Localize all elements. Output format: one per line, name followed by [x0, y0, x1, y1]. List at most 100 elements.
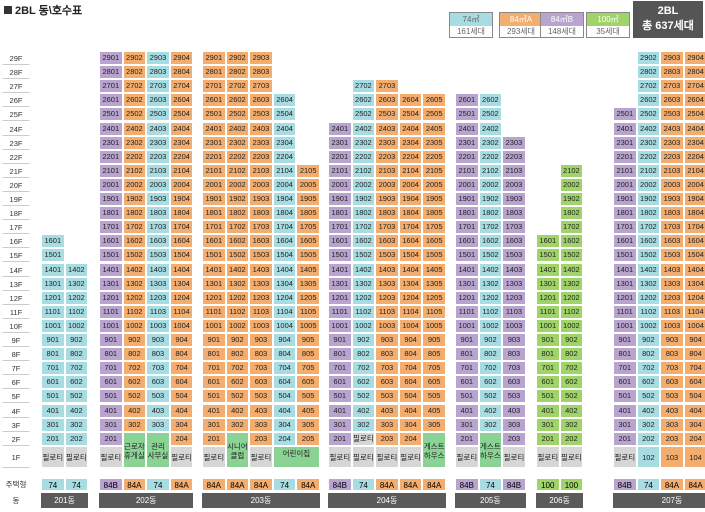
unit-cell[interactable]: 1003	[249, 318, 273, 333]
unit-cell[interactable]: 1401	[99, 262, 123, 277]
unit-cell[interactable]: 2704	[683, 79, 705, 94]
unit-cell[interactable]: 2503	[249, 107, 273, 122]
unit-cell[interactable]: 402	[64, 403, 89, 418]
unit-cell[interactable]: 2205	[422, 149, 446, 164]
unit-cell[interactable]: 1703	[502, 220, 526, 235]
unit-cell[interactable]: 2504	[398, 107, 423, 122]
unit-cell[interactable]: 2203	[660, 149, 684, 164]
unit-cell[interactable]: 2401	[99, 121, 123, 136]
unit-cell[interactable]: 802	[559, 347, 584, 362]
unit-cell[interactable]: 402	[478, 403, 503, 418]
unit-cell[interactable]: 404	[683, 403, 705, 418]
unit-cell[interactable]: 2001	[328, 177, 352, 192]
unit-cell[interactable]: 1705	[296, 220, 320, 235]
unit-cell[interactable]: 2504	[169, 107, 194, 122]
unit-cell[interactable]: 1803	[375, 206, 399, 221]
unit-cell[interactable]: 801	[536, 347, 560, 362]
unit-cell[interactable]: 1901	[202, 192, 226, 207]
unit-cell[interactable]: 2001	[202, 177, 226, 192]
unit-cell[interactable]: 403	[660, 403, 684, 418]
unit-cell[interactable]: 402	[122, 403, 147, 418]
unit-cell[interactable]: 1804	[683, 206, 705, 221]
unit-cell[interactable]: 1005	[422, 318, 446, 333]
unit-cell[interactable]: 2301	[328, 135, 352, 150]
unit-cell[interactable]: 2005	[296, 177, 320, 192]
unit-cell[interactable]: 503	[146, 389, 170, 404]
unit-cell[interactable]: 501	[613, 389, 637, 404]
unit-cell[interactable]: 2802	[225, 65, 250, 80]
unit-cell[interactable]: 1904	[169, 192, 194, 207]
unit-cell[interactable]: 2401	[328, 121, 352, 136]
unit-cell[interactable]: 1802	[636, 206, 661, 221]
unit-cell[interactable]: 301	[613, 417, 637, 432]
unit-cell[interactable]: 603	[146, 375, 170, 390]
unit-cell[interactable]: 1903	[660, 192, 684, 207]
unit-cell[interactable]: 604	[272, 375, 297, 390]
unit-cell[interactable]: 1501	[613, 248, 637, 263]
unit-cell[interactable]: 901	[613, 333, 637, 348]
unit-cell[interactable]: 1104	[272, 304, 297, 319]
unit-cell[interactable]: 503	[249, 389, 273, 404]
unit-cell[interactable]: 703	[375, 361, 399, 376]
unit-cell[interactable]: 2503	[660, 107, 684, 122]
unit-cell[interactable]: 2402	[225, 121, 250, 136]
unit-cell[interactable]: 2001	[99, 177, 123, 192]
unit-cell[interactable]: 701	[455, 361, 479, 376]
unit-cell[interactable]: 905	[296, 333, 320, 348]
unit-cell[interactable]: 1402	[478, 262, 503, 277]
unit-cell[interactable]: 2501	[613, 107, 637, 122]
unit-cell[interactable]: 2102	[636, 163, 661, 178]
unit-cell[interactable]: 1704	[272, 220, 297, 235]
unit-cell[interactable]: 2202	[636, 149, 661, 164]
unit-cell[interactable]: 1302	[636, 276, 661, 291]
unit-cell[interactable]: 1603	[146, 234, 170, 249]
unit-cell[interactable]: 1503	[249, 248, 273, 263]
unit-cell[interactable]: 501	[455, 389, 479, 404]
unit-cell[interactable]: 602	[636, 375, 661, 390]
unit-cell[interactable]: 801	[455, 347, 479, 362]
unit-cell[interactable]: 302	[351, 417, 376, 432]
unit-cell[interactable]: 1103	[146, 304, 170, 319]
unit-cell[interactable]: 802	[64, 347, 89, 362]
unit-cell[interactable]: 805	[422, 347, 446, 362]
unit-cell[interactable]: 1101	[536, 304, 560, 319]
unit-cell[interactable]: 1302	[122, 276, 147, 291]
unit-cell[interactable]: 2103	[375, 163, 399, 178]
unit-cell[interactable]: 2403	[249, 121, 273, 136]
unit-cell[interactable]: 2103	[660, 163, 684, 178]
unit-cell[interactable]: 903	[502, 333, 526, 348]
unit-cell[interactable]: 1604	[683, 234, 705, 249]
unit-cell[interactable]: 2103	[249, 163, 273, 178]
unit-cell[interactable]: 1001	[202, 318, 226, 333]
unit-cell[interactable]: 2301	[455, 135, 479, 150]
unit-cell[interactable]: 1304	[398, 276, 423, 291]
unit-cell[interactable]: 2802	[636, 65, 661, 80]
unit-cell[interactable]: 1601	[613, 234, 637, 249]
unit-cell[interactable]: 2302	[351, 135, 376, 150]
unit-cell[interactable]: 701	[41, 361, 65, 376]
unit-cell[interactable]: 802	[122, 347, 147, 362]
unit-cell[interactable]: 303	[660, 417, 684, 432]
unit-cell[interactable]: 1401	[328, 262, 352, 277]
unit-cell[interactable]: 2801	[202, 65, 226, 80]
unit-cell[interactable]: 1603	[375, 234, 399, 249]
unit-cell[interactable]: 304	[169, 417, 194, 432]
unit-cell[interactable]: 1703	[146, 220, 170, 235]
unit-cell[interactable]: 302	[636, 417, 661, 432]
unit-cell[interactable]: 705	[422, 361, 446, 376]
unit-cell[interactable]: 1802	[559, 206, 584, 221]
unit-cell[interactable]: 1902	[478, 192, 503, 207]
building-label[interactable]: 201동	[41, 493, 89, 508]
unit-cell[interactable]: 804	[169, 347, 194, 362]
unit-cell[interactable]: 201	[455, 431, 479, 446]
unit-cell[interactable]: 1502	[351, 248, 376, 263]
unit-cell[interactable]: 1905	[422, 192, 446, 207]
unit-cell[interactable]: 2101	[202, 163, 226, 178]
unit-cell[interactable]: 1602	[478, 234, 503, 249]
unit-cell[interactable]: 602	[351, 375, 376, 390]
unit-cell[interactable]: 2204	[272, 149, 297, 164]
unit-cell[interactable]: 1502	[559, 248, 584, 263]
unit-cell[interactable]: 604	[683, 375, 705, 390]
unit-cell[interactable]: 2201	[202, 149, 226, 164]
unit-cell[interactable]: 1801	[328, 206, 352, 221]
